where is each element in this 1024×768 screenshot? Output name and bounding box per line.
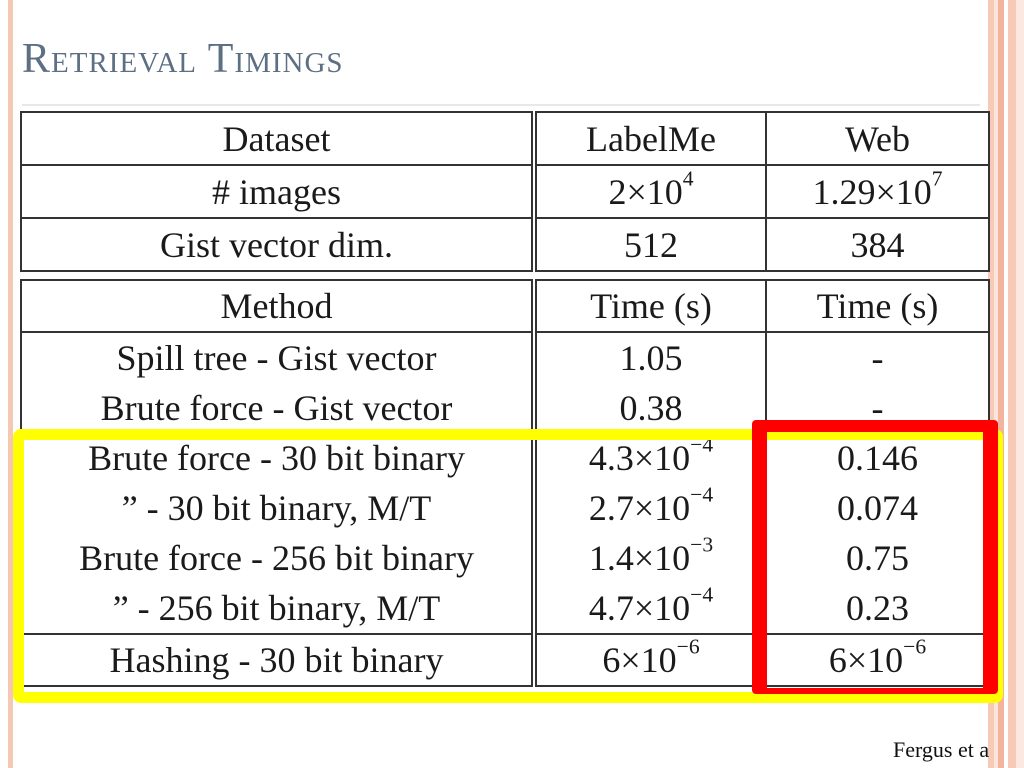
table-row: Dataset LabelMe Web	[20, 112, 990, 166]
cell-base: 0.23	[846, 588, 909, 628]
web-time-header-cell: Time (s)	[765, 280, 990, 333]
table-row: # images 2×104 1.29×107	[20, 165, 990, 219]
labelme-time-cell: 0.38	[533, 383, 767, 433]
cell-base: 0.38	[619, 388, 683, 428]
row-label-cell: # images	[20, 165, 537, 219]
cell-exponent: 7	[931, 166, 943, 191]
table-row: ” - 30 bit binary, M/T 2.7×10−4 0.074	[20, 482, 990, 533]
method-cell: ” - 30 bit binary, M/T	[20, 483, 537, 533]
labelme-time-header-cell: Time (s)	[533, 280, 767, 333]
dataset-table: Dataset LabelMe Web # images 2×104 1.29×…	[20, 111, 990, 272]
row-label-cell: Gist vector dim.	[20, 218, 537, 272]
cell-base: 0.074	[837, 488, 918, 528]
method-cell: Brute force - Gist vector	[20, 383, 537, 433]
labelme-time-cell: 4.7×10−4	[533, 582, 767, 634]
cell-base: 4.3×10	[588, 438, 691, 478]
table-row: Brute force - Gist vector 0.38 -	[20, 383, 990, 433]
cell-base: 4.7×10	[588, 588, 691, 628]
labelme-time-cell: 2.7×10−4	[533, 482, 767, 533]
table-row: Spill tree - Gist vector 1.05 -	[20, 332, 990, 383]
cell-base: LabelMe	[586, 118, 716, 159]
cell-base: 2×10	[608, 171, 683, 212]
web-value-cell: 1.29×107	[765, 165, 990, 219]
dataset-header-cell: Dataset	[20, 112, 537, 166]
timings-table: Method Time (s) Time (s) Spill tree - Gi…	[20, 279, 990, 687]
cell-exponent: −3	[690, 532, 714, 557]
method-cell: ” - 256 bit binary, M/T	[20, 583, 537, 634]
method-cell: Brute force - 30 bit binary	[20, 433, 537, 483]
title-divider	[22, 104, 980, 106]
web-time-cell: 0.074	[765, 483, 990, 533]
labelme-time-cell: 1.05	[533, 332, 767, 383]
cell-base: 6×10	[602, 640, 677, 680]
cell-base: -	[871, 338, 884, 378]
table-row: Gist vector dim. 512 384	[20, 218, 990, 272]
labelme-header-cell: LabelMe	[533, 112, 767, 166]
cell-base: 512	[624, 224, 678, 265]
web-time-cell: 0.146	[765, 433, 990, 483]
cell-exponent: −4	[690, 432, 714, 457]
cell-base: 6×10	[828, 640, 904, 680]
cell-base: 0.75	[846, 538, 909, 578]
slide-title: Retrieval Timings	[22, 36, 344, 82]
web-time-cell: 0.75	[765, 533, 990, 583]
table-row: Brute force - 30 bit binary 4.3×10−4 0.1…	[20, 432, 990, 483]
labelme-time-cell: 4.3×10−4	[533, 432, 767, 483]
table-header-row: Method Time (s) Time (s)	[20, 280, 990, 333]
method-cell: Brute force - 256 bit binary	[20, 533, 537, 583]
table-row: ” - 256 bit binary, M/T 4.7×10−4 0.23	[20, 582, 990, 634]
cell-exponent: −4	[690, 482, 714, 507]
web-header-cell: Web	[765, 112, 990, 166]
table-row: Hashing - 30 bit binary 6×10−6 6×10−6	[20, 633, 990, 686]
labelme-time-cell: 6×10−6	[533, 633, 767, 686]
cell-base: -	[871, 388, 884, 428]
cell-base: Web	[844, 118, 911, 159]
labelme-value-cell: 512	[533, 218, 767, 272]
table-row: Brute force - 256 bit binary 1.4×10−3 0.…	[20, 532, 990, 583]
cell-base: 0.146	[837, 438, 918, 478]
web-time-cell: -	[765, 332, 990, 383]
cell-exponent: −4	[690, 582, 714, 607]
cell-base: 1.4×10	[588, 538, 691, 578]
cell-exponent: −6	[676, 634, 700, 659]
cell-base: 2.7×10	[588, 488, 691, 528]
cell-exponent: 4	[682, 166, 694, 191]
web-time-cell: 0.23	[765, 583, 990, 634]
method-cell: Spill tree - Gist vector	[20, 332, 537, 383]
labelme-time-cell: 1.4×10−3	[533, 532, 767, 583]
citation-credit: Fergus et a	[893, 737, 990, 762]
web-time-cell: 6×10−6	[765, 633, 990, 686]
method-header-cell: Method	[20, 280, 537, 333]
cell-base: 1.05	[619, 338, 683, 378]
web-time-cell: -	[765, 383, 990, 433]
labelme-value-cell: 2×104	[533, 165, 767, 219]
cell-base: 384	[850, 224, 905, 265]
method-cell: Hashing - 30 bit binary	[20, 633, 537, 686]
left-accent-bar	[8, 0, 13, 768]
web-value-cell: 384	[765, 218, 990, 272]
cell-exponent: −6	[903, 634, 927, 659]
cell-base: 1.29×10	[812, 171, 932, 212]
